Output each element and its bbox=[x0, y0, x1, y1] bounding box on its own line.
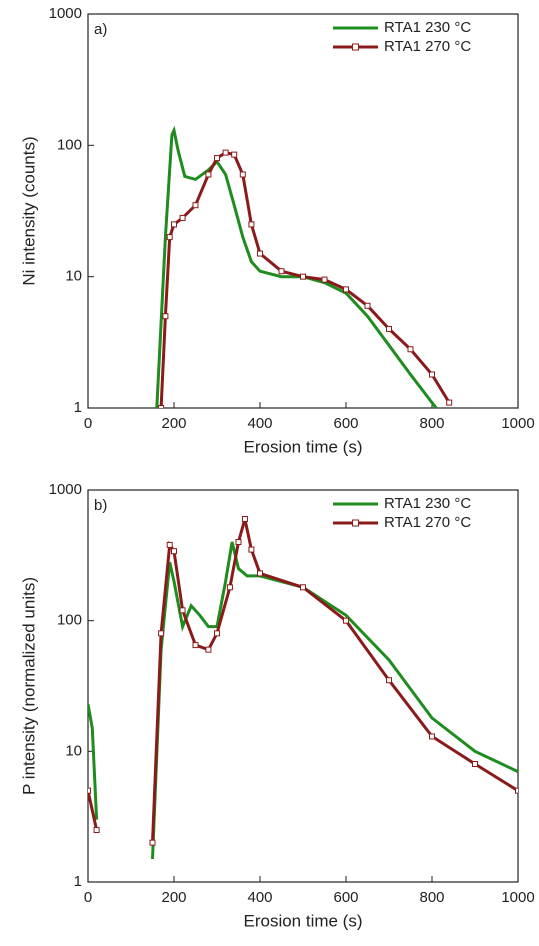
panel-label: a) bbox=[94, 21, 107, 38]
point-marker bbox=[192, 202, 199, 209]
legend-label: RTA1 270 °C bbox=[384, 514, 471, 531]
point-marker bbox=[257, 570, 263, 577]
x-tick-label: 0 bbox=[84, 889, 92, 906]
x-tick-label: 1000 bbox=[501, 889, 534, 906]
y-tick-label: 1 bbox=[74, 399, 82, 416]
series-line bbox=[88, 518, 518, 843]
legend-marker bbox=[352, 519, 359, 527]
point-marker bbox=[386, 325, 392, 332]
plot-frame bbox=[87, 489, 519, 883]
x-axis-title: Erosion time (s) bbox=[243, 437, 362, 456]
legend-label: RTA1 230 °C bbox=[384, 495, 471, 512]
x-tick-label: 800 bbox=[419, 415, 444, 432]
x-tick-label: 600 bbox=[333, 889, 358, 906]
point-marker bbox=[472, 760, 478, 767]
point-marker bbox=[149, 839, 156, 846]
x-tick-label: 400 bbox=[247, 415, 272, 432]
legend-marker bbox=[352, 43, 359, 51]
x-tick-label: 1000 bbox=[501, 415, 534, 432]
point-marker bbox=[239, 171, 246, 178]
series-line bbox=[159, 150, 451, 408]
point-marker bbox=[515, 787, 518, 794]
plot-frame bbox=[87, 13, 519, 409]
point-marker bbox=[192, 642, 199, 649]
x-tick-label: 200 bbox=[161, 415, 186, 432]
x-tick-label: 400 bbox=[247, 889, 272, 906]
point-marker bbox=[158, 405, 165, 408]
point-marker bbox=[248, 221, 255, 228]
point-marker bbox=[162, 313, 169, 320]
point-marker bbox=[179, 607, 186, 614]
legend-label: RTA1 270 °C bbox=[384, 38, 471, 55]
y-tick-label: 1 bbox=[74, 873, 82, 890]
point-marker bbox=[248, 546, 255, 553]
series-line bbox=[88, 541, 518, 860]
x-tick-label: 800 bbox=[419, 889, 444, 906]
point-marker bbox=[407, 346, 414, 353]
point-marker bbox=[171, 548, 177, 555]
y-tick-label: 10 bbox=[65, 742, 82, 759]
point-marker bbox=[222, 149, 229, 156]
point-marker bbox=[386, 677, 392, 684]
y-tick-label: 100 bbox=[57, 136, 82, 153]
y-axis-title: P intensity (normalized units) bbox=[19, 577, 38, 795]
point-marker bbox=[321, 276, 328, 283]
panel: 0 200 400 600 800 1000 1 10 100 1000 Erosion time … bbox=[19, 481, 534, 931]
point-marker bbox=[158, 630, 165, 637]
x-tick-label: 600 bbox=[333, 415, 358, 432]
legend-label: RTA1 230 °C bbox=[384, 19, 471, 36]
point-marker bbox=[343, 617, 349, 624]
point-marker bbox=[205, 646, 212, 653]
point-marker bbox=[241, 515, 248, 522]
point-marker bbox=[446, 399, 453, 406]
point-marker bbox=[300, 584, 306, 591]
y-tick-label: 10 bbox=[65, 268, 82, 285]
point-marker bbox=[364, 302, 371, 309]
y-tick-label: 100 bbox=[57, 612, 82, 629]
point-marker bbox=[343, 286, 349, 293]
point-marker bbox=[179, 214, 186, 221]
point-marker bbox=[88, 787, 91, 794]
x-tick-label: 200 bbox=[161, 889, 186, 906]
panel: 0 200 400 600 800 1000 1 10 100 1000 Erosion time … bbox=[19, 5, 534, 457]
point-marker bbox=[429, 733, 435, 740]
x-axis-title: Erosion time (s) bbox=[243, 911, 362, 930]
point-marker bbox=[226, 584, 233, 591]
y-tick-label: 1000 bbox=[49, 481, 82, 498]
point-marker bbox=[166, 234, 173, 241]
point-marker bbox=[205, 171, 212, 178]
point-marker bbox=[231, 151, 238, 158]
point-marker bbox=[166, 541, 173, 548]
point-marker bbox=[300, 273, 306, 280]
point-marker bbox=[171, 221, 177, 228]
y-tick-label: 1000 bbox=[49, 5, 82, 22]
point-marker bbox=[429, 371, 435, 378]
panel-label: b) bbox=[94, 497, 107, 514]
point-marker bbox=[278, 268, 285, 275]
point-marker bbox=[235, 538, 242, 545]
y-axis-title: Ni intensity (counts) bbox=[19, 136, 38, 285]
point-marker bbox=[214, 155, 220, 162]
point-marker bbox=[214, 630, 220, 637]
series-line bbox=[155, 125, 438, 408]
point-marker bbox=[257, 250, 263, 257]
point-marker bbox=[93, 827, 100, 834]
x-tick-label: 0 bbox=[84, 415, 92, 432]
